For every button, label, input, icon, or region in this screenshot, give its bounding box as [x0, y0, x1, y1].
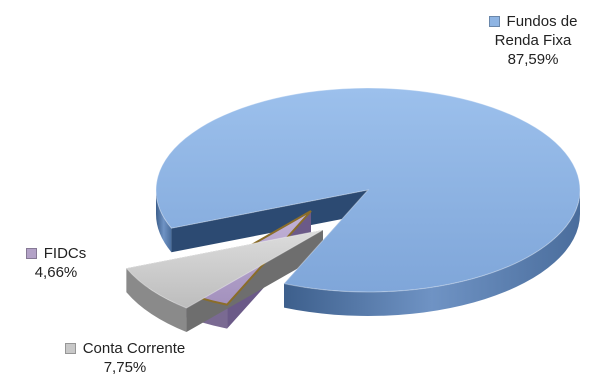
- pie-slice: [125, 229, 324, 309]
- slice-name-line-1: Fundos de: [506, 13, 578, 30]
- slice-label-conta-corrente: Conta Corrente 7,75%: [40, 339, 210, 377]
- slice-value-label: 7,75%: [103, 359, 147, 376]
- legend-swatch-icon: [25, 248, 37, 259]
- slice-label-fidcs: FIDCs 4,66%: [0, 244, 112, 282]
- pie-slice-side: [284, 190, 580, 316]
- slice-label-fundos-renda-fixa: Fundos de Renda Fixa 87,59%: [478, 12, 588, 69]
- slice-name-line-1: FIDCs: [43, 245, 87, 262]
- slice-value-label: 87,59%: [507, 51, 559, 68]
- pie-slice-side: [156, 190, 172, 253]
- pie-slice-wall: [171, 190, 368, 253]
- slice-name-line-1: Conta Corrente: [82, 340, 186, 357]
- legend-swatch-icon: [488, 16, 500, 27]
- slice-name-line-2: Renda Fixa: [494, 32, 572, 49]
- pie-slice: [155, 87, 581, 293]
- slice-value-label: 4,66%: [34, 264, 78, 281]
- legend-swatch-icon: [64, 343, 76, 354]
- pie-slice-side: [126, 268, 187, 333]
